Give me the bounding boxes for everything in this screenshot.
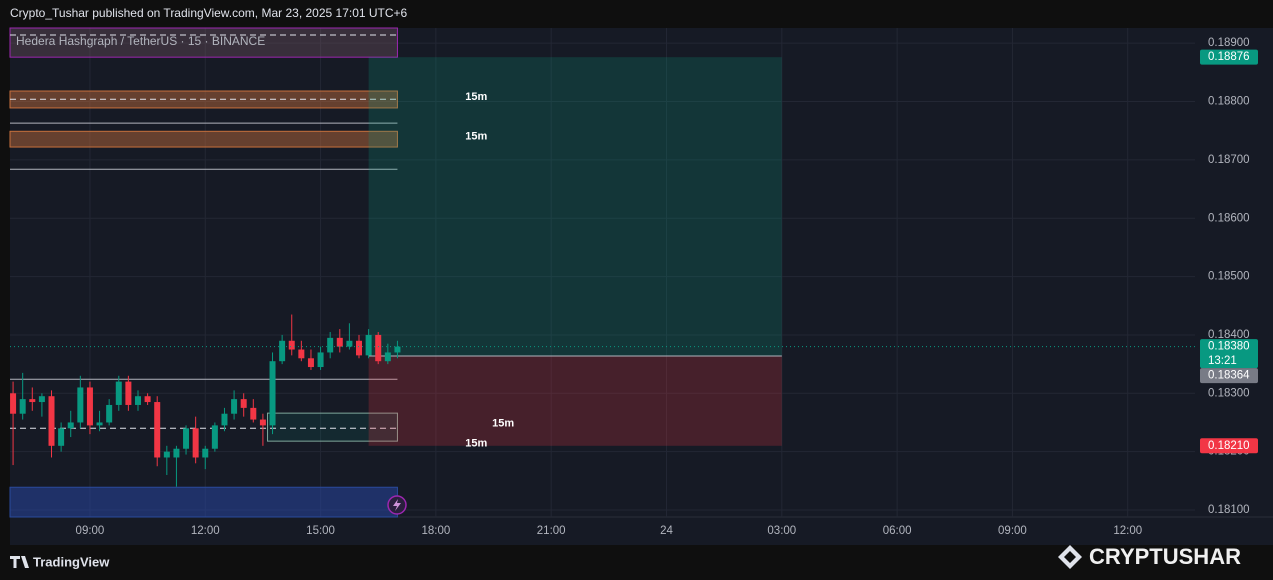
time-axis-bg [10, 517, 1273, 545]
y-tick-label: 0.18400 [1208, 329, 1250, 341]
x-tick-label: 15:00 [306, 525, 335, 537]
zone [9, 27, 398, 58]
candle-body [356, 340, 363, 356]
price-tag [1200, 49, 1258, 65]
price-tag-label: 0.18876 [1208, 51, 1250, 63]
candle-body [86, 387, 93, 426]
annotation: 15m [492, 418, 514, 430]
zone [267, 412, 398, 442]
candle-body [279, 340, 286, 362]
candle-body [115, 381, 122, 405]
price-tag [1200, 368, 1258, 384]
candle-body [134, 396, 141, 405]
price-tag-label: 0.18364 [1208, 370, 1250, 382]
candle-body [192, 428, 199, 458]
x-tick-label: 12:00 [1113, 525, 1142, 537]
x-tick-label: 09:00 [998, 525, 1027, 537]
y-tick-label: 0.18100 [1208, 504, 1250, 516]
candle-body [240, 399, 247, 408]
x-tick-label: 21:00 [537, 525, 566, 537]
x-tick-label: 12:00 [191, 525, 220, 537]
x-tick-label: 03:00 [767, 525, 796, 537]
candle-body [231, 399, 238, 414]
candle-body [250, 407, 257, 420]
candle-body [58, 428, 65, 446]
candle-body [327, 337, 334, 353]
candle-body [259, 419, 266, 426]
y-tick-label: 0.18900 [1208, 37, 1250, 49]
y-tick-label: 0.18800 [1208, 96, 1250, 108]
candle-body [317, 352, 324, 368]
brand: TradingView [33, 554, 110, 569]
annotation: 15m [465, 130, 487, 142]
candle-body [298, 349, 305, 359]
candle-body [384, 352, 391, 362]
stop-zone [368, 355, 782, 446]
candle-body [307, 358, 314, 368]
candle-body [336, 337, 343, 347]
plot: 15m 15m 15m 15m [9, 27, 1195, 518]
candle-body [221, 413, 228, 426]
y-tick-label: 0.18600 [1208, 212, 1250, 224]
watermark: CRYPTUSHAR [1089, 544, 1241, 569]
candle-body [394, 346, 401, 353]
candle-body [19, 399, 26, 414]
candle-body [106, 404, 113, 423]
candle-body [67, 422, 74, 429]
candle-body [288, 340, 295, 350]
price-tag-countdown: 13:21 [1208, 355, 1237, 367]
y-tick-label: 0.18300 [1208, 387, 1250, 399]
watermark-logo [1058, 545, 1082, 569]
candle-body [154, 402, 161, 458]
price-tag-label: 0.18210 [1208, 440, 1250, 452]
candle-body [77, 387, 84, 423]
candle-body [346, 340, 353, 347]
chart-title: Hedera Hashgraph / TetherUS · 15 · BINAN… [16, 34, 265, 48]
y-tick-label: 0.18700 [1208, 154, 1250, 166]
candle-body [173, 448, 180, 458]
candle-body [10, 393, 17, 414]
candle-body [29, 399, 36, 403]
candle-body [38, 396, 45, 403]
lightning-glyph [393, 499, 401, 511]
x-tick-label: 06:00 [883, 525, 912, 537]
candle-body [48, 396, 55, 446]
annotation: 15m [465, 437, 487, 449]
candle-body [144, 396, 151, 403]
candle-body [211, 425, 218, 449]
y-tick-label: 0.18500 [1208, 271, 1250, 283]
candle-body [96, 422, 103, 426]
header: Crypto_Tushar published on TradingView.c… [10, 6, 408, 20]
price-axis-bg [1195, 28, 1273, 517]
price-tag-label: 0.18380 [1208, 341, 1250, 353]
plot-bg [10, 28, 1195, 517]
candle-body [365, 334, 372, 356]
candle-body [202, 448, 209, 458]
candle-body [375, 334, 382, 362]
price-tag [1200, 438, 1258, 454]
zone [9, 486, 398, 518]
candle-body [269, 361, 276, 426]
candle-body [163, 451, 170, 458]
tv-logo [10, 556, 29, 568]
zone [9, 130, 398, 148]
candle-body [125, 381, 132, 405]
x-tick-label: 18:00 [421, 525, 450, 537]
target-zone [368, 57, 782, 356]
x-tick-label: 09:00 [76, 525, 105, 537]
price-tag [1200, 339, 1258, 369]
x-tick-label: 24 [660, 525, 673, 537]
annotation: 15m [465, 91, 487, 103]
candle-body [183, 428, 190, 449]
